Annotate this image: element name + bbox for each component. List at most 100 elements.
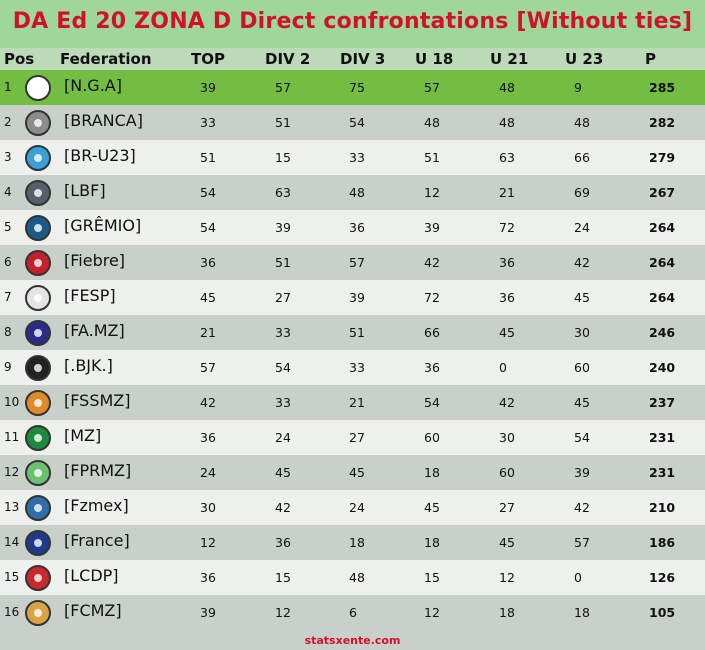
cell-u23: 45 xyxy=(574,290,590,305)
header-div3: DIV 3 xyxy=(340,50,386,68)
cell-pos: 9 xyxy=(4,360,12,374)
cell-u18: 48 xyxy=(424,115,440,130)
cell-federation: [N.G.A] xyxy=(64,76,122,95)
cell-div3: 18 xyxy=(349,535,365,550)
cell-u23: 66 xyxy=(574,150,590,165)
cell-div2: 36 xyxy=(275,535,291,550)
cell-div3: 75 xyxy=(349,80,365,95)
cell-federation: [.BJK.] xyxy=(64,356,113,375)
cell-top: 45 xyxy=(200,290,216,305)
cell-top: 24 xyxy=(200,465,216,480)
fiebre-crest-icon xyxy=(25,250,51,276)
cell-top: 54 xyxy=(200,185,216,200)
table-header: Pos Federation TOP DIV 2 DIV 3 U 18 U 21… xyxy=(0,48,705,70)
cell-top: 21 xyxy=(200,325,216,340)
table-row: 8 [FA.MZ] 21 33 51 66 45 30 246 xyxy=(0,315,705,350)
cell-points: 285 xyxy=(649,80,676,95)
cell-div3: 21 xyxy=(349,395,365,410)
globe-crest-icon xyxy=(25,145,51,171)
cell-u18: 72 xyxy=(424,290,440,305)
cell-federation: [France] xyxy=(64,531,130,550)
table-row: 9 [.BJK.] 57 54 33 36 0 60 240 xyxy=(0,350,705,385)
cell-pos: 6 xyxy=(4,255,12,269)
header-top: TOP xyxy=(191,50,225,68)
table-row: 13 [Fzmex] 30 42 24 45 27 42 210 xyxy=(0,490,705,525)
fssmz-crest-icon xyxy=(25,390,51,416)
header-points: P xyxy=(645,50,656,68)
cell-top: 33 xyxy=(200,115,216,130)
cell-points: 264 xyxy=(649,220,676,235)
cell-top: 12 xyxy=(200,535,216,550)
cell-federation: [FCMZ] xyxy=(64,601,122,620)
cell-u18: 66 xyxy=(424,325,440,340)
footer-credit: statsxente.com xyxy=(304,634,401,647)
cell-u21: 45 xyxy=(499,535,515,550)
cell-div2: 51 xyxy=(275,255,291,270)
cell-u21: 30 xyxy=(499,430,515,445)
cell-pos: 12 xyxy=(4,465,20,479)
table-row: 1 [N.G.A] 39 57 75 57 48 9 285 xyxy=(0,70,705,105)
france-crest-icon xyxy=(25,530,51,556)
cell-u18: 57 xyxy=(424,80,440,95)
cell-div2: 15 xyxy=(275,150,291,165)
cell-u21: 48 xyxy=(499,80,515,95)
cell-top: 39 xyxy=(200,605,216,620)
cell-u18: 36 xyxy=(424,360,440,375)
cell-top: 36 xyxy=(200,570,216,585)
cell-u23: 30 xyxy=(574,325,590,340)
cell-federation: [BRANCA] xyxy=(64,111,143,130)
cell-u18: 39 xyxy=(424,220,440,235)
cell-div3: 27 xyxy=(349,430,365,445)
cell-pos: 2 xyxy=(4,115,12,129)
cell-top: 42 xyxy=(200,395,216,410)
fprmz-crest-icon xyxy=(25,460,51,486)
cell-top: 30 xyxy=(200,500,216,515)
cell-u23: 18 xyxy=(574,605,590,620)
cell-u18: 12 xyxy=(424,185,440,200)
cell-points: 231 xyxy=(649,430,676,445)
cell-top: 39 xyxy=(200,80,216,95)
cell-pos: 11 xyxy=(4,430,20,444)
cell-div2: 33 xyxy=(275,395,291,410)
cell-u23: 42 xyxy=(574,500,590,515)
cell-top: 57 xyxy=(200,360,216,375)
cell-federation: [FA.MZ] xyxy=(64,321,125,340)
cell-u18: 12 xyxy=(424,605,440,620)
lcdp-mask-icon xyxy=(25,565,51,591)
cell-pos: 8 xyxy=(4,325,12,339)
shield-crest-icon xyxy=(25,180,51,206)
table-row: 16 [FCMZ] 39 12 6 12 18 18 105 xyxy=(0,595,705,630)
cell-u18: 51 xyxy=(424,150,440,165)
table-row: 15 [LCDP] 36 15 48 15 12 0 126 xyxy=(0,560,705,595)
fesp-crest-icon xyxy=(25,285,51,311)
table-row: 11 [MZ] 36 24 27 60 30 54 231 xyxy=(0,420,705,455)
table-row: 2 [BRANCA] 33 51 54 48 48 48 282 xyxy=(0,105,705,140)
table-row: 3 [BR-U23] 51 15 33 51 63 66 279 xyxy=(0,140,705,175)
cell-pos: 14 xyxy=(4,535,20,549)
table-row: 5 [GRÊMIO] 54 39 36 39 72 24 264 xyxy=(0,210,705,245)
cell-federation: [FESP] xyxy=(64,286,116,305)
cell-div2: 54 xyxy=(275,360,291,375)
cell-pos: 13 xyxy=(4,500,20,514)
cell-div3: 57 xyxy=(349,255,365,270)
table-row: 7 [FESP] 45 27 39 72 36 45 264 xyxy=(0,280,705,315)
cell-div3: 33 xyxy=(349,150,365,165)
table-row: 14 [France] 12 36 18 18 45 57 186 xyxy=(0,525,705,560)
cell-points: 264 xyxy=(649,255,676,270)
cell-div2: 63 xyxy=(275,185,291,200)
cell-u21: 48 xyxy=(499,115,515,130)
cell-federation: [BR-U23] xyxy=(64,146,136,165)
cell-u18: 15 xyxy=(424,570,440,585)
cell-div3: 36 xyxy=(349,220,365,235)
mz-crest-icon xyxy=(25,425,51,451)
cell-points: 231 xyxy=(649,465,676,480)
page-title: DA Ed 20 ZONA D Direct confrontations [W… xyxy=(12,9,693,34)
cell-div3: 48 xyxy=(349,570,365,585)
cell-u21: 72 xyxy=(499,220,515,235)
bird-crest-icon xyxy=(25,110,51,136)
bjk-crest-icon xyxy=(25,355,51,381)
cell-top: 54 xyxy=(200,220,216,235)
cell-div2: 57 xyxy=(275,80,291,95)
cell-pos: 16 xyxy=(4,605,20,619)
header-u18: U 18 xyxy=(415,50,454,68)
